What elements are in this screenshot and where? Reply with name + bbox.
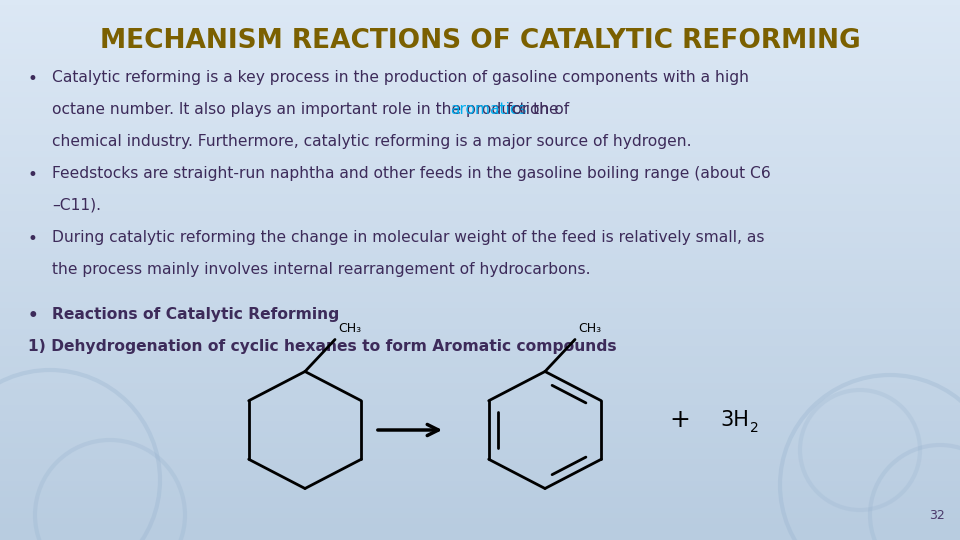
Text: CH₃: CH₃: [338, 322, 361, 335]
Text: Reactions of Catalytic Reforming: Reactions of Catalytic Reforming: [52, 307, 339, 322]
Text: MECHANISM REACTIONS OF CATALYTIC REFORMING: MECHANISM REACTIONS OF CATALYTIC REFORMI…: [100, 28, 860, 54]
Text: 32: 32: [929, 509, 945, 522]
Text: 1) Dehydrogenation of cyclic hexanes to form Aromatic compounds: 1) Dehydrogenation of cyclic hexanes to …: [28, 339, 616, 354]
Text: CH₃: CH₃: [578, 322, 601, 335]
Text: •: •: [28, 307, 38, 325]
Text: for the: for the: [502, 102, 559, 117]
Text: During catalytic reforming the change in molecular weight of the feed is relativ: During catalytic reforming the change in…: [52, 230, 764, 245]
Text: •: •: [28, 70, 37, 88]
Text: –C11).: –C11).: [52, 198, 101, 213]
Text: Feedstocks are straight-run naphtha and other feeds in the gasoline boiling rang: Feedstocks are straight-run naphtha and …: [52, 166, 771, 181]
Text: •: •: [28, 230, 37, 248]
Text: Catalytic reforming is a key process in the production of gasoline components wi: Catalytic reforming is a key process in …: [52, 70, 749, 85]
Text: 2: 2: [750, 421, 758, 435]
Text: octane number. It also plays an important role in the production of: octane number. It also plays an importan…: [52, 102, 574, 117]
Text: 3H: 3H: [720, 410, 749, 430]
Text: aromatics: aromatics: [450, 102, 526, 117]
Text: •: •: [28, 166, 37, 184]
Text: +: +: [669, 408, 690, 432]
Text: chemical industry. Furthermore, catalytic reforming is a major source of hydroge: chemical industry. Furthermore, catalyti…: [52, 134, 691, 149]
Text: the process mainly involves internal rearrangement of hydrocarbons.: the process mainly involves internal rea…: [52, 262, 590, 277]
